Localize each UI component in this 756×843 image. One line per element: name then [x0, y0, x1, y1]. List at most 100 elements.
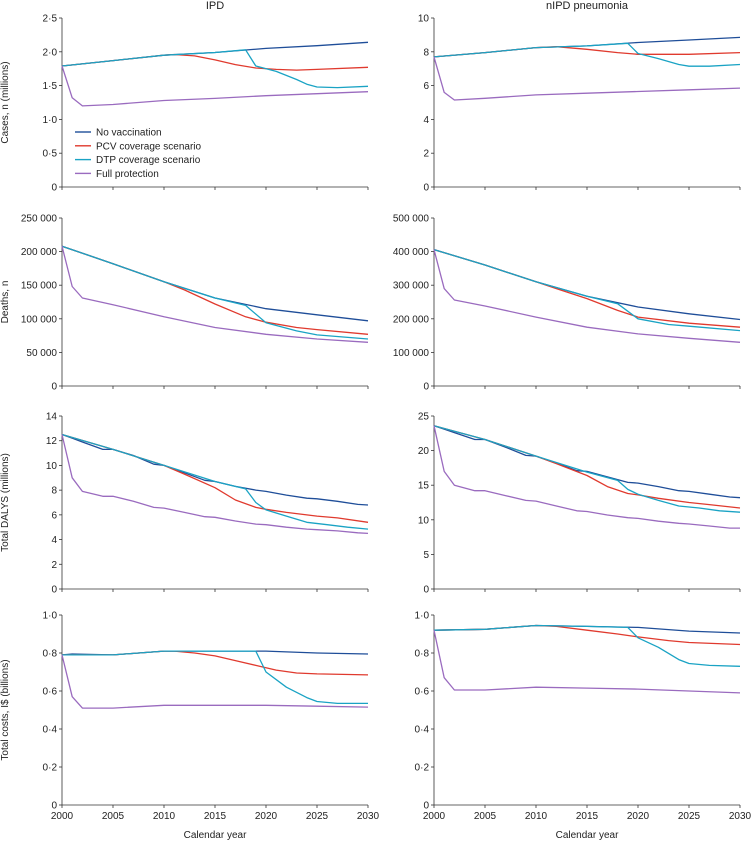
- legend-label: PCV coverage scenario: [96, 141, 201, 152]
- y-tick-label: 0: [423, 382, 429, 393]
- y-tick-label: 2: [51, 560, 57, 571]
- column-title: nIPD pneumonia: [546, 0, 629, 12]
- y-tick-label: 14: [46, 412, 58, 423]
- y-tick-label: 0·4: [415, 725, 430, 736]
- y-tick-label: 0·5: [43, 149, 58, 160]
- x-tick-label: 2020: [627, 811, 650, 822]
- series-line-no-vaccination: [433, 248, 741, 321]
- y-tick-label: 6: [423, 81, 429, 92]
- y-tick-label: 500 000: [393, 214, 430, 225]
- series-line-full-protection: [433, 249, 741, 343]
- x-tick-label: 2015: [576, 811, 599, 822]
- x-tick-label: 2020: [255, 811, 278, 822]
- y-tick-label: 8: [51, 486, 57, 497]
- x-tick-label: 2025: [306, 811, 329, 822]
- series-line-pcv-coverage-scenario: [433, 624, 741, 646]
- series-line-dtp-coverage-scenario: [433, 425, 741, 513]
- panel-2: 0 2 4 6 8 10 nIPD pneumonia: [418, 0, 741, 194]
- x-axis-label: Calendar year: [184, 830, 247, 841]
- y-tick-label: 6: [51, 510, 57, 521]
- y-tick-label: 4: [51, 535, 57, 546]
- panel-7: 0 0·2 0·4 0·6 0·8 1·0 2000 2005 2010 2015 2020 2025…: [0, 611, 380, 842]
- x-tick-label: 2005: [474, 811, 497, 822]
- y-tick-label: 1·0: [43, 611, 58, 622]
- x-tick-label: 2015: [204, 811, 227, 822]
- x-tick-label: 2030: [729, 811, 752, 822]
- y-axis-label: Deaths, n: [0, 281, 11, 324]
- legend-label: No vaccination: [96, 128, 162, 139]
- y-tick-label: 1·0: [415, 611, 430, 622]
- y-tick-label: 2·5: [43, 14, 58, 25]
- series-line-no-vaccination: [61, 433, 369, 506]
- series-line-pcv-coverage-scenario: [433, 248, 741, 328]
- y-tick-label: 4: [423, 115, 429, 126]
- series-line-full-protection: [433, 630, 741, 694]
- legend-label: Full protection: [96, 169, 159, 180]
- panel-5: 0 2 4 6 8 10 12 14 Total DALYS (millions): [0, 412, 369, 596]
- series-line-dtp-coverage-scenario: [62, 650, 368, 705]
- y-tick-label: 0: [423, 585, 429, 596]
- y-tick-label: 150 000: [21, 281, 58, 292]
- x-tick-label: 2010: [525, 811, 548, 822]
- series-line-full-protection: [433, 56, 741, 101]
- y-tick-label: 400 000: [393, 247, 430, 258]
- series-line-dtp-coverage-scenario: [61, 245, 369, 340]
- series-line-no-vaccination: [433, 425, 741, 499]
- x-tick-label: 2005: [102, 811, 125, 822]
- y-tick-label: 0·2: [43, 763, 58, 774]
- series-line-dtp-coverage-scenario: [433, 248, 741, 332]
- y-tick-label: 10: [46, 461, 58, 472]
- x-tick-label: 2000: [423, 811, 446, 822]
- y-tick-label: 0·8: [43, 649, 58, 660]
- series-line-dtp-coverage-scenario: [61, 433, 369, 530]
- series-line-pcv-coverage-scenario: [61, 245, 369, 335]
- series-line-dtp-coverage-scenario: [61, 49, 369, 89]
- x-tick-label: 2000: [51, 811, 74, 822]
- y-tick-label: 0: [51, 801, 57, 812]
- panel-6: 0 5 10 15 20 25: [418, 412, 741, 596]
- y-tick-label: 2·0: [43, 47, 58, 58]
- y-tick-label: 50 000: [26, 348, 57, 359]
- y-tick-label: 5: [423, 550, 429, 561]
- y-axis-label: Total costs, I$ (billions): [0, 659, 11, 760]
- y-tick-label: 300 000: [393, 281, 430, 292]
- x-tick-label: 2030: [357, 811, 380, 822]
- y-tick-label: 100 000: [21, 314, 58, 325]
- y-tick-label: 1·5: [43, 81, 58, 92]
- y-tick-label: 100 000: [393, 348, 430, 359]
- panel-4: 0 100 000 200 000 300 000 400 000 500 000: [393, 214, 741, 393]
- y-tick-label: 0·8: [415, 649, 430, 660]
- y-tick-label: 20: [418, 446, 430, 457]
- y-axis-label: Cases, n (millions): [0, 61, 11, 143]
- y-tick-label: 1·0: [43, 115, 58, 126]
- series-line-full-protection: [61, 654, 369, 709]
- x-axis-label: Calendar year: [556, 830, 619, 841]
- y-axis-label: Total DALYS (millions): [0, 453, 11, 552]
- y-tick-label: 200 000: [21, 247, 58, 258]
- x-tick-label: 2010: [153, 811, 176, 822]
- series-line-no-vaccination: [61, 41, 369, 67]
- y-tick-label: 0: [51, 382, 57, 393]
- y-tick-label: 0·2: [415, 763, 430, 774]
- y-tick-label: 25: [418, 412, 430, 423]
- y-tick-label: 10: [418, 515, 430, 526]
- y-tick-label: 2: [423, 149, 429, 160]
- panel-8: 0 0·2 0·4 0·6 0·8 1·0 2000 2005 2010 2015 2020 2025…: [415, 611, 752, 842]
- series-line-pcv-coverage-scenario: [61, 53, 369, 71]
- series-line-dtp-coverage-scenario: [433, 624, 741, 667]
- x-tick-label: 2025: [678, 811, 701, 822]
- y-tick-label: 0·4: [43, 725, 58, 736]
- panel-3: 0 50 000 100 000 150 000 200 000 250 000 Death…: [0, 214, 369, 393]
- series-line-full-protection: [61, 65, 369, 107]
- y-tick-label: 0·6: [415, 687, 430, 698]
- y-tick-label: 0: [423, 183, 429, 194]
- series-line-no-vaccination: [61, 245, 369, 322]
- y-tick-label: 10: [418, 14, 430, 25]
- y-tick-label: 8: [423, 47, 429, 58]
- panel-1: 0 0·5 1·0 1·5 2·0 2·5 IPD Cases, n (millions) No…: [0, 0, 369, 194]
- y-tick-label: 250 000: [21, 214, 58, 225]
- series-line-full-protection: [433, 425, 740, 529]
- series-line-dtp-coverage-scenario: [433, 42, 741, 67]
- y-tick-label: 0: [51, 585, 57, 596]
